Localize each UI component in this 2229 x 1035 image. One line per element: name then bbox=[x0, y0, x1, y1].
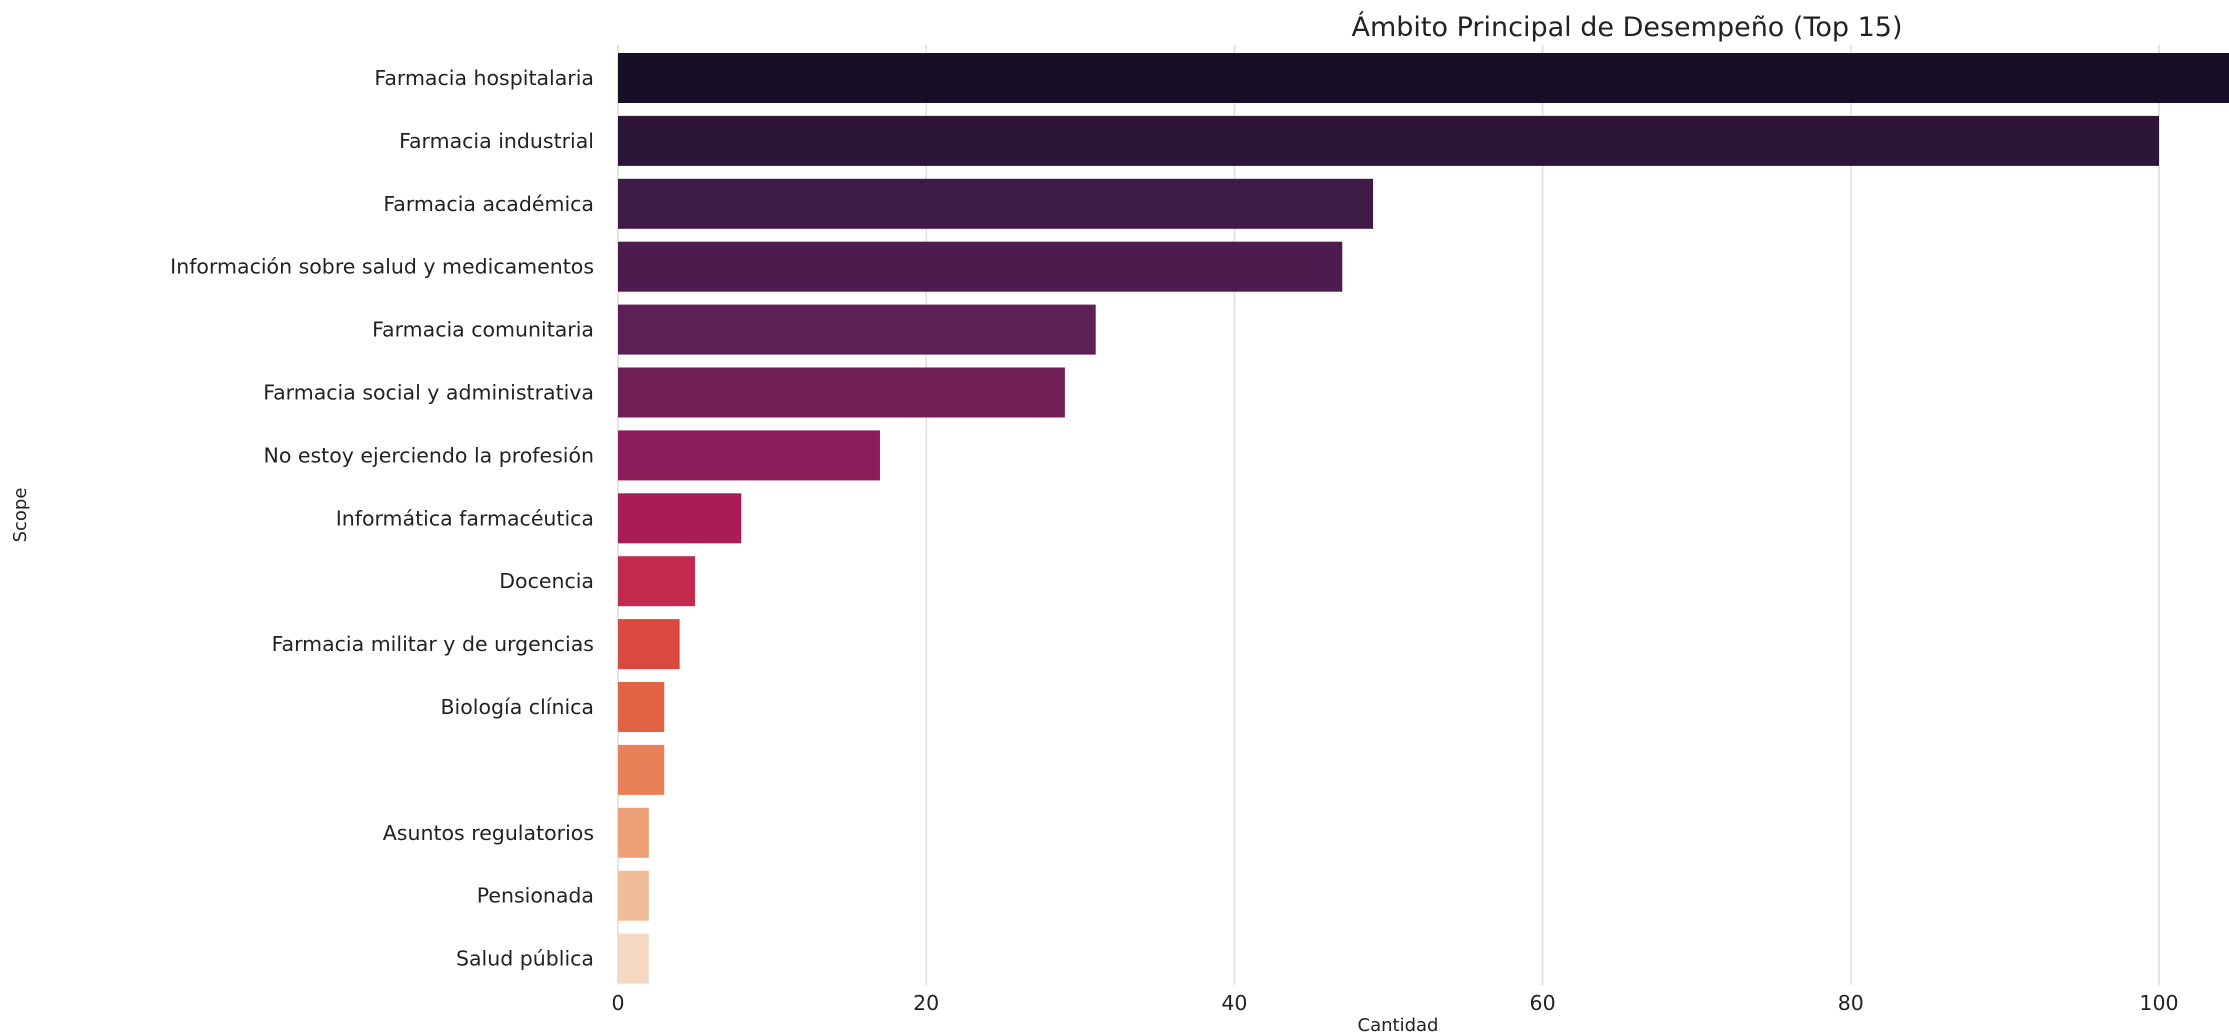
category-label: Biología clínica bbox=[440, 695, 594, 719]
bar bbox=[618, 178, 1374, 229]
bar bbox=[618, 556, 696, 607]
bars bbox=[618, 53, 2229, 984]
bar bbox=[618, 870, 649, 921]
bar bbox=[618, 367, 1065, 418]
bar bbox=[618, 933, 649, 984]
category-label: Pensionada bbox=[477, 884, 594, 908]
category-label: Farmacia militar y de urgencias bbox=[272, 632, 594, 656]
category-label: Farmacia industrial bbox=[399, 129, 594, 153]
x-tick-label: 20 bbox=[913, 991, 939, 1015]
bar bbox=[618, 304, 1096, 355]
bar bbox=[618, 744, 665, 795]
x-tick-label: 80 bbox=[1838, 991, 1864, 1015]
category-label: Salud pública bbox=[456, 947, 594, 971]
category-label: No estoy ejerciendo la profesión bbox=[263, 443, 594, 467]
category-labels: Farmacia hospitalaria Farmacia industrial… bbox=[170, 66, 594, 971]
x-tick-label: 40 bbox=[1221, 991, 1247, 1015]
x-tick-labels: 020406080100120140 bbox=[611, 991, 2178, 1015]
x-axis-title: Cantidad bbox=[1358, 1015, 1439, 1035]
bar bbox=[618, 430, 880, 481]
chart-title: Ámbito Principal de Desempeño (Top 15) bbox=[1352, 11, 1903, 43]
bar bbox=[618, 493, 742, 544]
category-label: Farmacia social y administrativa bbox=[263, 381, 594, 405]
x-tick-label: 60 bbox=[1530, 991, 1556, 1015]
category-label: Docencia bbox=[499, 569, 594, 593]
bar bbox=[618, 619, 680, 670]
category-label: Farmacia hospitalaria bbox=[374, 66, 594, 90]
bar bbox=[618, 115, 2159, 166]
bar bbox=[618, 807, 649, 858]
x-tick-label: 100 bbox=[2139, 991, 2178, 1015]
category-label: Farmacia comunitaria bbox=[372, 318, 594, 342]
category-label: Farmacia académica bbox=[383, 192, 594, 216]
bar bbox=[618, 53, 2229, 103]
category-label: Informática farmacéutica bbox=[336, 506, 594, 530]
x-tick-label: 0 bbox=[611, 991, 624, 1015]
bar bbox=[618, 682, 665, 732]
category-label: Asuntos regulatorios bbox=[383, 821, 594, 845]
y-axis-title: Scope bbox=[10, 488, 31, 543]
category-label: Información sobre salud y medicamentos bbox=[170, 255, 594, 279]
bar bbox=[618, 241, 1343, 292]
